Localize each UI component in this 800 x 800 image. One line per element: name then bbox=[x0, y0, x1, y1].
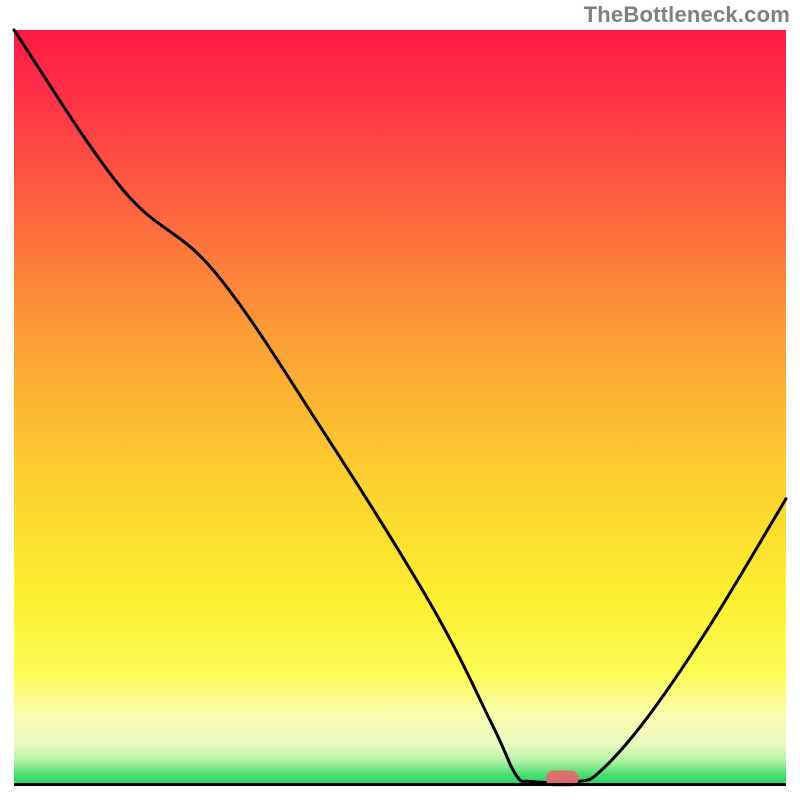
curve-line bbox=[14, 30, 786, 786]
plot-area bbox=[14, 30, 786, 786]
chart-container: TheBottleneck.com bbox=[0, 0, 800, 800]
x-axis bbox=[14, 783, 786, 786]
watermark-text: TheBottleneck.com bbox=[584, 2, 790, 28]
